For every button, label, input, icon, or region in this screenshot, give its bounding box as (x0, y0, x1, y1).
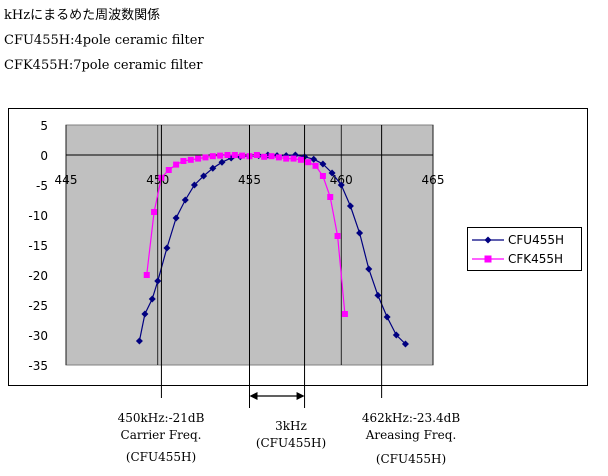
annotation-aliasing-line-2: Areasing Freq. (365, 428, 457, 442)
header-line-1: kHzにまるめた周波数関係 (4, 8, 161, 23)
data-point-cfk455h-26 (334, 233, 341, 239)
data-point-cfk455h-27 (341, 311, 348, 317)
annotation-bandwidth: 3kHz (CFU455H) (236, 418, 346, 452)
data-point-cfu455h-1 (141, 310, 149, 318)
data-point-cfk455h-18 (275, 154, 282, 161)
annotation-bandwidth-line-2: (CFU455H) (255, 436, 327, 450)
data-point-cfk455h-17 (268, 153, 275, 160)
y-tick-label-5: 5 (40, 119, 48, 133)
bandwidth-arrowhead-left (249, 392, 258, 400)
annotation-aliasing: 462kHz:-23.4dB Areasing Freq. (CFU455H) (346, 410, 476, 468)
data-point-cfu455h-0 (135, 337, 143, 345)
legend-label-cfk455h: CFK455H (508, 252, 564, 266)
header-line-3: CFK455H:7pole ceramic filter (4, 58, 203, 73)
data-point-cfk455h-8 (202, 154, 209, 161)
data-point-cfu455h-24 (346, 202, 354, 210)
data-point-cfu455h-30 (401, 340, 409, 348)
annotation-carrier-line-1: 450kHz:-21dB (117, 411, 205, 425)
data-point-cfk455h-19 (283, 155, 290, 162)
data-point-cfu455h-8 (200, 172, 208, 180)
data-point-cfk455h-25 (327, 194, 334, 200)
x-tick-label-445: 445 (55, 173, 78, 187)
y-tick-label--10: -10 (28, 209, 48, 223)
y-tick-label-0: 0 (40, 149, 48, 163)
legend-entry-cfk455h: CFK455H (472, 251, 563, 267)
data-point-cfk455h-11 (224, 152, 231, 158)
annotation-aliasing-line-1: 462kHz:-23.4dB (361, 411, 461, 425)
data-point-cfk455h-12 (231, 152, 238, 158)
data-point-cfk455h-6 (187, 156, 194, 163)
header-line-2: CFU455H:4pole ceramic filter (4, 33, 204, 48)
data-point-cfk455h-23 (312, 162, 319, 169)
annotation-carrier-line-2: Carrier Freq. (120, 428, 202, 442)
data-point-cfu455h-3 (154, 277, 162, 285)
data-point-cfu455h-23 (337, 181, 345, 189)
data-point-cfk455h-22 (305, 159, 312, 166)
data-point-cfu455h-27 (374, 291, 382, 299)
y-tick-label--25: -25 (28, 299, 48, 313)
data-point-cfu455h-21 (319, 160, 327, 168)
legend-marker-cfk455h (472, 255, 504, 263)
legend-label-cfu455h: CFU455H (508, 233, 564, 247)
data-point-cfk455h-7 (195, 155, 202, 162)
data-point-cfk455h-0 (143, 272, 150, 278)
data-point-cfu455h-9 (209, 164, 217, 172)
annotation-bandwidth-line-1: 3kHz (275, 419, 307, 433)
series-line-cfk455h (146, 154, 346, 315)
chart-legend: CFU455H CFK455H (467, 227, 582, 271)
data-point-cfu455h-6 (181, 196, 189, 204)
data-point-cfk455h-4 (173, 161, 180, 168)
y-tick-label--30: -30 (28, 329, 48, 343)
data-point-cfk455h-1 (151, 209, 158, 215)
bandwidth-arrowhead-right (296, 392, 305, 400)
annotation-carrier: 450kHz:-21dB Carrier Freq. (CFU455H) (96, 410, 226, 466)
data-point-cfk455h-15 (253, 152, 260, 158)
legend-marker-cfu455h (472, 236, 504, 244)
annotation-aliasing-line-3: (CFU455H) (375, 452, 447, 466)
data-point-cfk455h-3 (165, 167, 172, 173)
data-point-cfk455h-21 (297, 156, 304, 163)
data-point-cfu455h-28 (383, 313, 391, 321)
data-point-cfu455h-26 (365, 265, 373, 273)
y-tick-label--35: -35 (28, 359, 48, 373)
data-point-cfk455h-9 (209, 153, 216, 160)
x-tick-label-450: 450 (146, 173, 169, 187)
data-point-cfk455h-5 (180, 158, 187, 164)
data-point-cfu455h-4 (163, 244, 171, 252)
y-tick-label--5: -5 (36, 179, 48, 193)
data-point-cfk455h-13 (239, 152, 246, 159)
y-tick-label--20: -20 (28, 269, 48, 283)
data-point-cfu455h-7 (190, 181, 198, 189)
data-point-cfu455h-10 (218, 158, 226, 166)
data-point-cfk455h-16 (261, 153, 268, 160)
annotation-carrier-line-3: (CFU455H) (125, 450, 197, 464)
data-point-cfu455h-5 (172, 214, 180, 222)
data-point-cfk455h-24 (319, 173, 326, 179)
data-point-cfk455h-10 (217, 152, 224, 159)
data-point-cfu455h-25 (356, 229, 364, 237)
legend-entry-cfu455h: CFU455H (472, 232, 564, 248)
x-tick-label-465: 465 (422, 173, 445, 187)
data-point-cfu455h-20 (310, 155, 318, 163)
data-point-cfk455h-20 (290, 155, 297, 162)
data-point-cfu455h-29 (392, 331, 400, 339)
y-tick-label--15: -15 (28, 239, 48, 253)
data-point-cfu455h-2 (148, 295, 156, 303)
data-point-cfu455h-22 (328, 169, 336, 177)
